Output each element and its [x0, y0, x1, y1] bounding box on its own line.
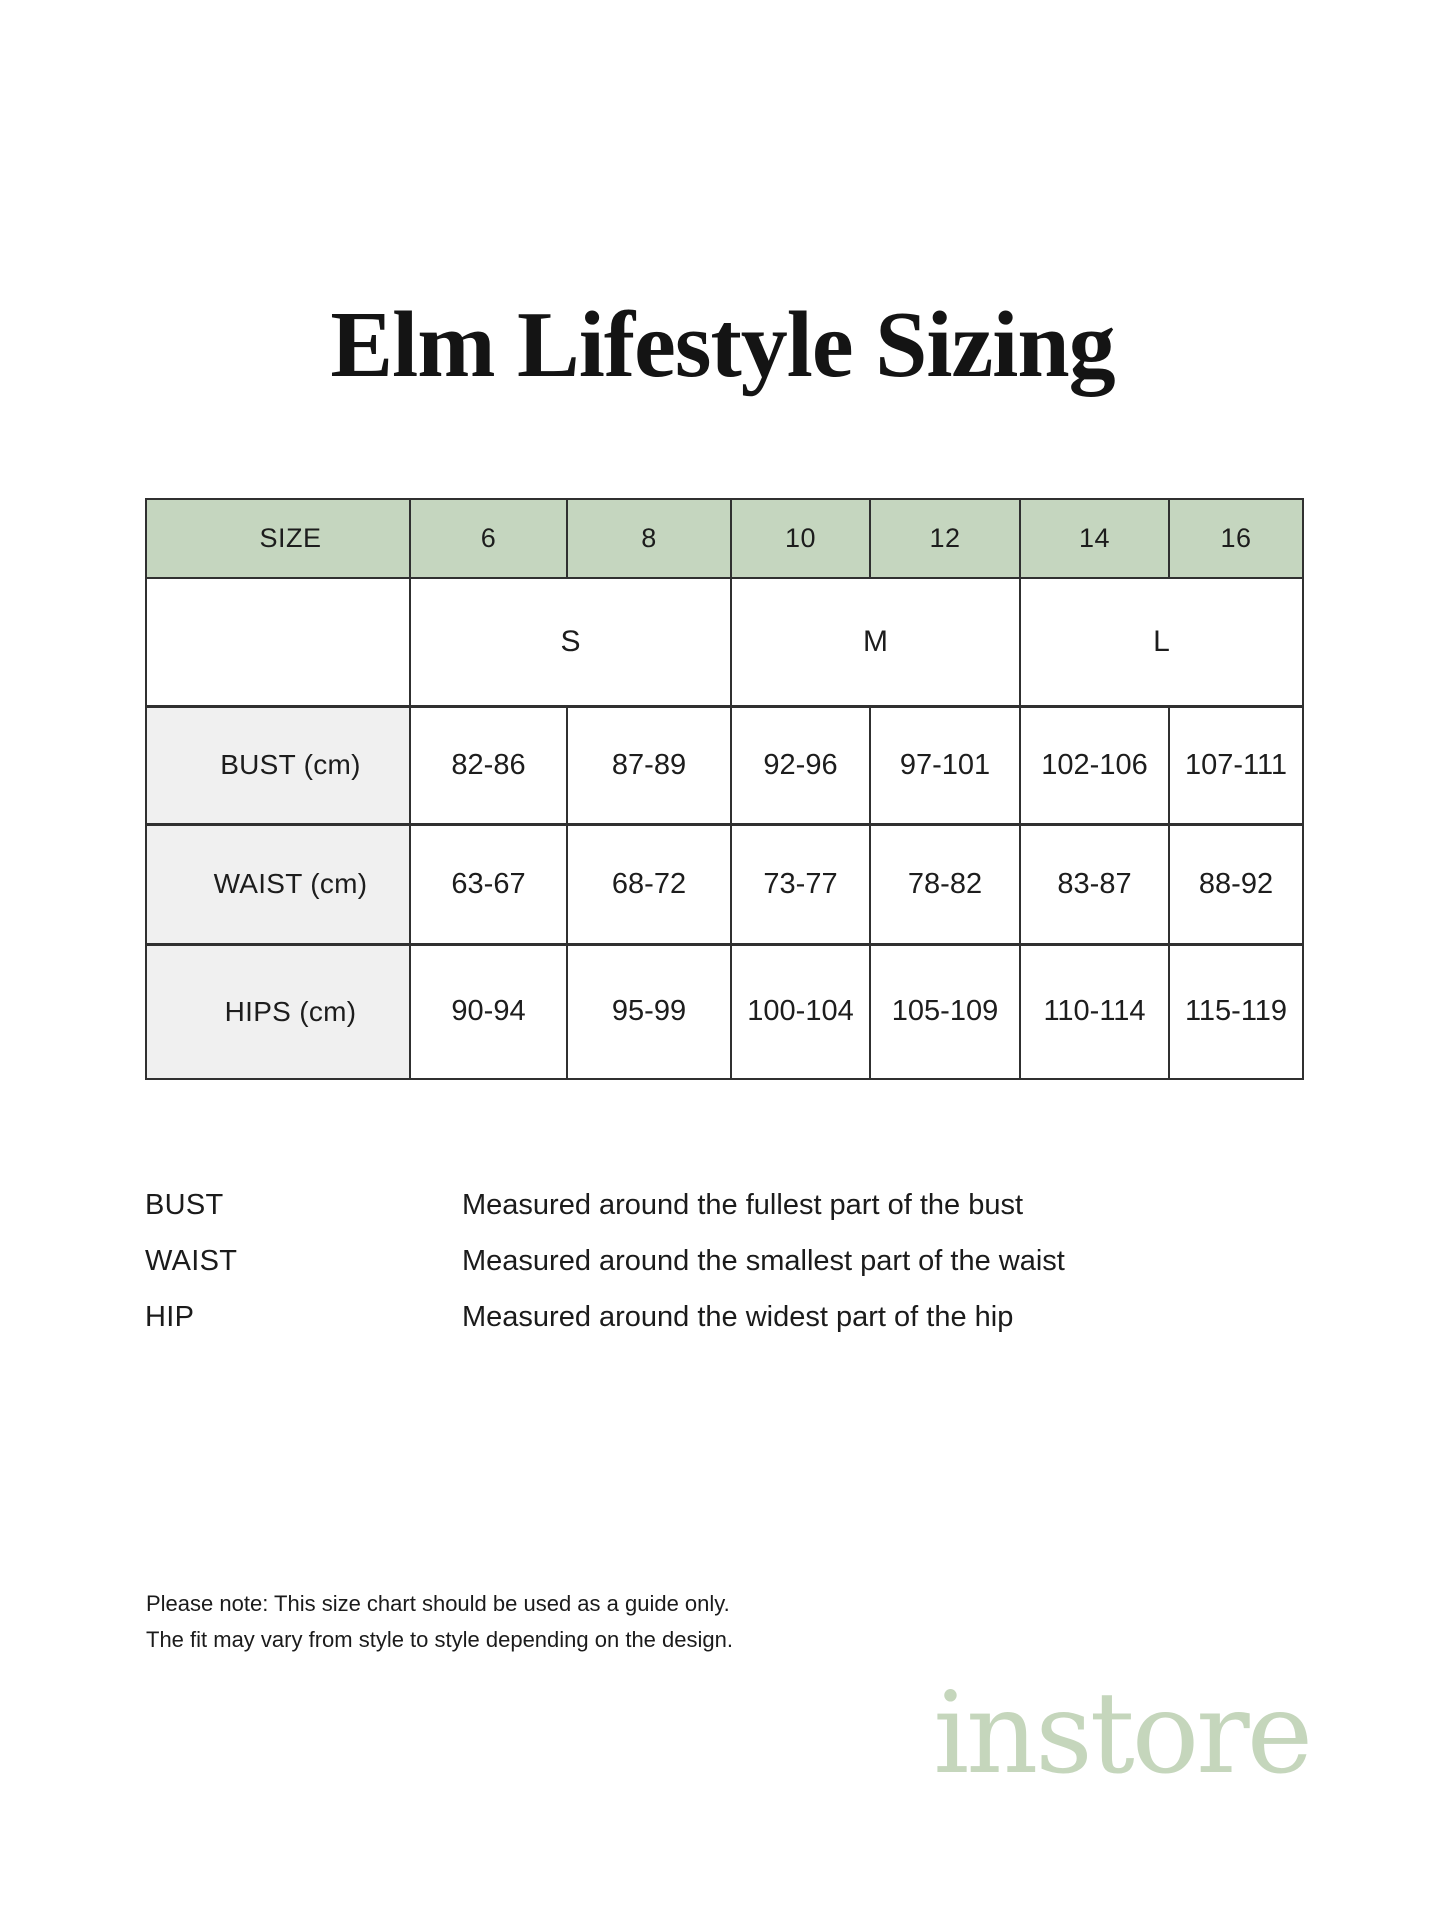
size-col-header: 6 — [409, 498, 568, 579]
guide-row-bust: BUST Measured around the fullest part of… — [145, 1177, 1065, 1233]
guide-description-bust: Measured around the fullest part of the … — [462, 1188, 1024, 1221]
bust-value: 97-101 — [869, 704, 1021, 825]
waist-value: 73-77 — [730, 822, 871, 945]
group-cell-large: L — [1019, 577, 1304, 707]
size-col-header: 16 — [1168, 498, 1304, 579]
size-table: SIZE 6 8 10 12 14 16 S M L BUST (cm) 82-… — [145, 498, 1304, 1080]
brand-logo: instore — [933, 1669, 1313, 1799]
hips-value: 115-119 — [1168, 942, 1304, 1080]
bust-value: 82-86 — [409, 704, 568, 825]
size-group-row: S M L — [145, 577, 1304, 707]
hips-value: 90-94 — [409, 942, 568, 1080]
size-chart: SIZE 6 8 10 12 14 16 S M L BUST (cm) 82-… — [145, 498, 1304, 1080]
waist-value: 63-67 — [409, 822, 568, 945]
waist-value: 83-87 — [1019, 822, 1170, 945]
note-line-2: The fit may vary from style to style dep… — [146, 1627, 733, 1652]
guide-label-hip: HIP — [145, 1300, 195, 1333]
waist-row: WAIST (cm) 63-67 68-72 73-77 78-82 83-87… — [145, 822, 1304, 945]
bust-value: 87-89 — [566, 704, 732, 825]
waist-value: 68-72 — [566, 822, 732, 945]
bust-value: 107-111 — [1168, 704, 1304, 825]
note-line-1: Please note: This size chart should be u… — [146, 1591, 730, 1616]
bust-value: 102-106 — [1019, 704, 1170, 825]
group-cell-medium: M — [730, 577, 1021, 707]
hips-value: 105-109 — [869, 942, 1021, 1080]
group-cell-small: S — [409, 577, 732, 707]
guide-label-bust: BUST — [145, 1188, 224, 1221]
guide-row-hip: HIP Measured around the widest part of t… — [145, 1289, 1065, 1345]
guide-label-waist: WAIST — [145, 1244, 238, 1277]
row-label-hips: HIPS (cm) — [145, 942, 411, 1080]
hips-value: 110-114 — [1019, 942, 1170, 1080]
bust-value: 92-96 — [730, 704, 871, 825]
row-label-waist: WAIST (cm) — [145, 822, 411, 945]
size-col-header: 14 — [1019, 498, 1170, 579]
hips-value: 100-104 — [730, 942, 871, 1080]
bust-row: BUST (cm) 82-86 87-89 92-96 97-101 102-1… — [145, 704, 1304, 825]
guide-description-hip: Measured around the widest part of the h… — [462, 1300, 1014, 1333]
hips-value: 95-99 — [566, 942, 732, 1080]
empty-cell — [145, 577, 411, 707]
size-col-header: 10 — [730, 498, 871, 579]
page-title: Elm Lifestyle Sizing — [330, 293, 1115, 397]
size-header-row: SIZE 6 8 10 12 14 16 — [145, 498, 1304, 579]
guide-description-waist: Measured around the smallest part of the… — [462, 1244, 1065, 1277]
guide-row-waist: WAIST Measured around the smallest part … — [145, 1233, 1065, 1289]
size-col-header: 8 — [566, 498, 732, 579]
disclaimer-note: Please note: This size chart should be u… — [146, 1586, 733, 1658]
waist-value: 78-82 — [869, 822, 1021, 945]
waist-value: 88-92 — [1168, 822, 1304, 945]
size-header-label: SIZE — [145, 498, 411, 579]
measurement-guide: BUST Measured around the fullest part of… — [145, 1177, 1065, 1345]
row-label-bust: BUST (cm) — [145, 704, 411, 825]
hips-row: HIPS (cm) 90-94 95-99 100-104 105-109 11… — [145, 942, 1304, 1080]
size-col-header: 12 — [869, 498, 1021, 579]
